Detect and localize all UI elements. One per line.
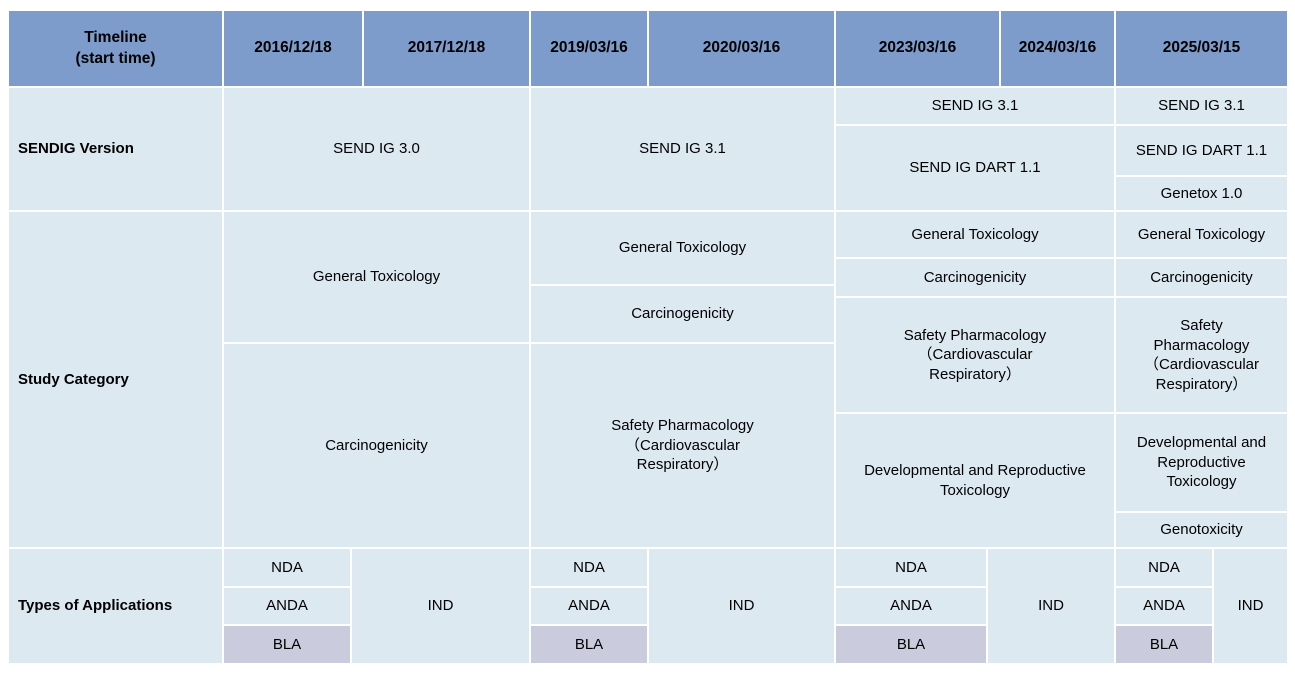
cell-sendig-2025-top: SEND IG 3.1 bbox=[1115, 87, 1288, 125]
cell-app-2025-bla: BLA bbox=[1115, 625, 1213, 664]
cell-sendig-2025-bottom: Genetox 1.0 bbox=[1115, 176, 1288, 211]
cell-app-2023-bla: BLA bbox=[835, 625, 987, 664]
cell-app-2023-nda: NDA bbox=[835, 548, 987, 587]
cell-app-2019-bla: BLA bbox=[530, 625, 648, 664]
date-header-cell: 2017/12/18 bbox=[363, 10, 530, 87]
date-header-cell: 2025/03/15 bbox=[1115, 10, 1288, 87]
cell-app-2019-anda: ANDA bbox=[530, 587, 648, 625]
cell-study-2025-general-toxicology: General Toxicology bbox=[1115, 211, 1288, 258]
cell-app-2020-ind: IND bbox=[648, 548, 835, 664]
row-label-sendig-version: SENDIG Version bbox=[8, 87, 223, 211]
cell-app-2019-nda: NDA bbox=[530, 548, 648, 587]
cell-study-2023-2024-carcinogenicity: Carcinogenicity bbox=[835, 258, 1115, 297]
cell-study-2025-dart: Developmental and Reproductive Toxicolog… bbox=[1115, 413, 1288, 512]
cell-study-2019-2020-general-toxicology: General Toxicology bbox=[530, 211, 835, 285]
cell-app-2024-ind: IND bbox=[987, 548, 1115, 664]
date-header-cell: 2020/03/16 bbox=[648, 10, 835, 87]
cell-study-2023-2024-safety-pharmacology: Safety Pharmacology （Cardiovascular Resp… bbox=[835, 297, 1115, 413]
cell-study-2025-safety-pharmacology: Safety Pharmacology （Cardiovascular Resp… bbox=[1115, 297, 1288, 413]
cell-study-2019-2020-carcinogenicity: Carcinogenicity bbox=[530, 285, 835, 343]
cell-study-2023-2024-general-toxicology: General Toxicology bbox=[835, 211, 1115, 258]
row-label-types-of-applications: Types of Applications bbox=[8, 548, 223, 664]
cell-app-2016-bla: BLA bbox=[223, 625, 351, 664]
cell-app-2025-nda: NDA bbox=[1115, 548, 1213, 587]
cell-app-2025-anda: ANDA bbox=[1115, 587, 1213, 625]
cell-sendig-2023-2024-top: SEND IG 3.1 bbox=[835, 87, 1115, 125]
date-header-cell: 2024/03/16 bbox=[1000, 10, 1115, 87]
date-header-cell: 2016/12/18 bbox=[223, 10, 363, 87]
cell-app-2025-ind: IND bbox=[1213, 548, 1288, 664]
cell-study-2025-genotoxicity: Genotoxicity bbox=[1115, 512, 1288, 548]
cell-study-2023-2024-dart: Developmental and Reproductive Toxicolog… bbox=[835, 413, 1115, 548]
cell-app-2017-ind: IND bbox=[351, 548, 530, 664]
send-timeline-table: Timeline (start time) 2016/12/18 2017/12… bbox=[8, 10, 1288, 664]
cell-study-2016-2017-general-toxicology: General Toxicology bbox=[223, 211, 530, 343]
cell-study-2016-2017-carcinogenicity: Carcinogenicity bbox=[223, 343, 530, 548]
cell-study-2019-2020-safety-pharmacology: Safety Pharmacology （Cardiovascular Resp… bbox=[530, 343, 835, 548]
cell-sendig-2023-2024-bottom: SEND IG DART 1.1 bbox=[835, 125, 1115, 211]
cell-sendig-2016-2017: SEND IG 3.0 bbox=[223, 87, 530, 211]
date-header-cell: 2023/03/16 bbox=[835, 10, 1000, 87]
cell-sendig-2019-2020: SEND IG 3.1 bbox=[530, 87, 835, 211]
timeline-header-cell: Timeline (start time) bbox=[8, 10, 223, 87]
cell-sendig-2025-middle: SEND IG DART 1.1 bbox=[1115, 125, 1288, 176]
cell-study-2025-carcinogenicity: Carcinogenicity bbox=[1115, 258, 1288, 297]
cell-app-2016-anda: ANDA bbox=[223, 587, 351, 625]
date-header-cell: 2019/03/16 bbox=[530, 10, 648, 87]
row-label-study-category: Study Category bbox=[8, 211, 223, 548]
cell-app-2016-nda: NDA bbox=[223, 548, 351, 587]
cell-app-2023-anda: ANDA bbox=[835, 587, 987, 625]
